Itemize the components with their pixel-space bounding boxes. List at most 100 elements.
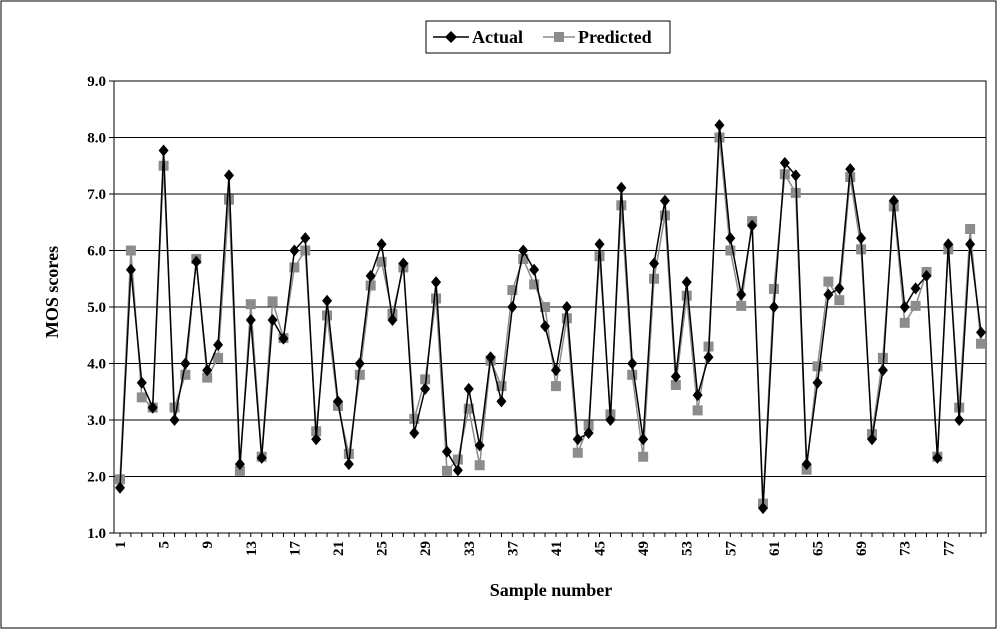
data-point-actual — [888, 194, 899, 207]
x-tick-label: 37 — [505, 541, 521, 557]
series-actual — [115, 119, 986, 515]
data-point-predicted — [692, 405, 703, 416]
data-point-predicted — [125, 245, 136, 256]
data-point-predicted — [354, 369, 365, 380]
data-point-actual — [213, 338, 224, 351]
y-tick-label: 2.0 — [87, 470, 106, 486]
x-axis-title: Sample number — [490, 580, 613, 600]
data-point-actual — [823, 288, 834, 301]
data-point-predicted — [965, 224, 976, 235]
data-point-predicted — [431, 293, 442, 304]
data-point-actual — [954, 414, 965, 426]
data-point-predicted — [812, 361, 823, 372]
y-tick-label: 6.0 — [87, 244, 106, 260]
data-point-actual — [845, 163, 856, 176]
data-point-actual — [703, 351, 714, 364]
data-point-actual — [289, 244, 300, 257]
data-point-predicted — [976, 338, 986, 349]
x-tick-label: 77 — [941, 541, 957, 557]
data-point-predicted — [409, 413, 420, 424]
data-point-predicted — [441, 465, 452, 476]
data-point-predicted — [834, 295, 845, 306]
data-point-actual — [507, 301, 518, 313]
data-point-actual — [191, 255, 202, 268]
data-point-actual — [540, 320, 551, 333]
data-point-actual — [463, 382, 474, 395]
y-tick-label: 4.0 — [87, 357, 106, 373]
data-point-actual — [594, 238, 605, 251]
data-point-actual — [136, 376, 147, 389]
data-point-actual — [616, 181, 627, 194]
data-point-predicted — [245, 299, 256, 310]
data-point-actual — [681, 276, 692, 289]
data-point-predicted — [540, 302, 551, 312]
y-tick-label: 8.0 — [87, 131, 106, 147]
data-point-actual — [332, 395, 343, 408]
x-tick-label: 9 — [200, 541, 216, 549]
data-point-actual — [910, 282, 921, 295]
x-tick-label: 45 — [593, 541, 609, 556]
legend-item-actual: Actual — [433, 27, 523, 47]
data-point-actual — [649, 257, 660, 270]
data-point-actual — [398, 257, 409, 270]
data-point-actual — [899, 301, 910, 313]
data-point-actual — [202, 364, 213, 377]
data-point-actual — [561, 301, 572, 313]
data-point-actual — [387, 313, 398, 326]
data-point-actual — [376, 238, 387, 251]
data-point-actual — [485, 351, 496, 364]
y-tick-label: 1.0 — [87, 526, 106, 542]
data-point-predicted — [463, 403, 474, 414]
data-point-predicted — [223, 194, 234, 205]
data-point-actual — [779, 156, 790, 169]
data-point-actual — [965, 238, 976, 251]
data-point-actual — [976, 326, 986, 339]
data-point-predicted — [365, 280, 376, 291]
data-point-predicted — [627, 369, 638, 380]
data-point-actual — [583, 426, 594, 439]
data-point-predicted — [474, 460, 485, 471]
legend-marker-predicted — [554, 32, 564, 42]
y-tick-label: 7.0 — [87, 187, 106, 203]
data-point-predicted — [322, 310, 333, 321]
data-point-actual — [322, 294, 333, 307]
data-point-actual — [158, 144, 169, 157]
data-point-predicted — [649, 273, 660, 284]
data-point-actual — [725, 232, 736, 245]
data-point-actual — [496, 395, 507, 408]
y-tick-label: 3.0 — [87, 413, 106, 429]
data-point-predicted — [638, 451, 649, 462]
plot-area — [113, 80, 987, 534]
data-point-actual — [605, 414, 616, 426]
data-point-predicted — [823, 276, 834, 287]
data-point-actual — [877, 364, 888, 377]
data-point-actual — [452, 464, 463, 477]
data-point-actual — [125, 263, 136, 276]
data-point-actual — [921, 269, 932, 282]
data-point-actual — [180, 357, 191, 370]
legend-item-predicted: Predicted — [543, 27, 652, 47]
data-point-predicted — [659, 210, 670, 221]
x-tick-label: 61 — [767, 541, 783, 556]
data-point-actual — [278, 332, 289, 345]
data-point-actual — [801, 458, 812, 471]
data-point-actual — [627, 357, 638, 370]
data-point-predicted — [670, 379, 681, 390]
data-point-actual — [420, 382, 431, 395]
x-tick-label: 21 — [331, 541, 347, 556]
data-point-predicted — [572, 447, 583, 458]
data-point-predicted — [387, 308, 398, 319]
y-tick-label: 5.0 — [87, 300, 106, 316]
data-point-predicted — [550, 381, 561, 392]
data-point-actual — [550, 364, 561, 377]
data-point-predicted — [736, 300, 747, 311]
data-point-actual — [441, 445, 452, 458]
series-layer — [115, 119, 986, 515]
data-point-predicted — [452, 454, 463, 465]
y-tick-labels: 1.0 2.0 3.0 4.0 5.0 6.0 7.0 8.0 9.0 — [87, 74, 106, 542]
data-point-actual — [474, 439, 485, 452]
data-point-actual — [638, 433, 649, 446]
x-tick-label: 29 — [418, 541, 434, 556]
